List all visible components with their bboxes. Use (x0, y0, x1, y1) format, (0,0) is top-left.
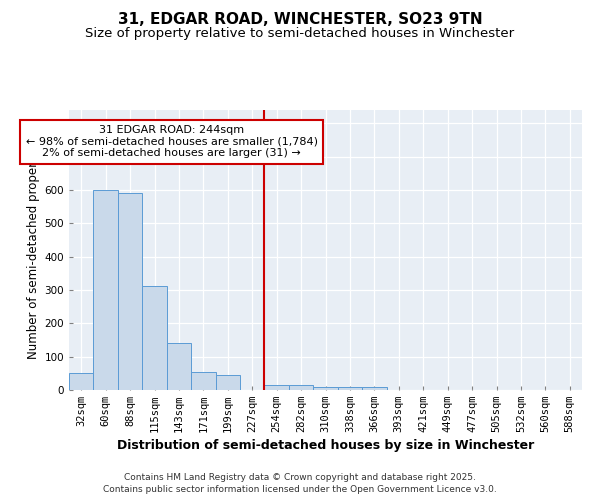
Bar (94, 190, 118, 390)
Bar (313, 386, 338, 390)
Bar (362, 388, 386, 390)
Bar (191, 372, 215, 390)
Text: 31 EDGAR ROAD: 244sqm
← 98% of semi-detached houses are smaller (1,784)
2% of se: 31 EDGAR ROAD: 244sqm ← 98% of semi-deta… (26, 125, 317, 158)
Bar (69, 374, 94, 390)
Bar (338, 386, 362, 390)
Text: 31, EDGAR ROAD, WINCHESTER, SO23 9TN: 31, EDGAR ROAD, WINCHESTER, SO23 9TN (118, 12, 482, 28)
Bar (265, 385, 289, 390)
Bar (142, 286, 167, 390)
Text: Contains HM Land Registry data © Crown copyright and database right 2025.
Contai: Contains HM Land Registry data © Crown c… (103, 473, 497, 494)
Y-axis label: Number of semi-detached properties: Number of semi-detached properties (28, 140, 40, 360)
Text: Size of property relative to semi-detached houses in Winchester: Size of property relative to semi-detach… (85, 28, 515, 40)
Bar (215, 375, 240, 390)
X-axis label: Distribution of semi-detached houses by size in Winchester: Distribution of semi-detached houses by … (117, 440, 534, 452)
Bar (167, 344, 191, 390)
Bar (289, 385, 313, 390)
Bar (118, 194, 142, 390)
